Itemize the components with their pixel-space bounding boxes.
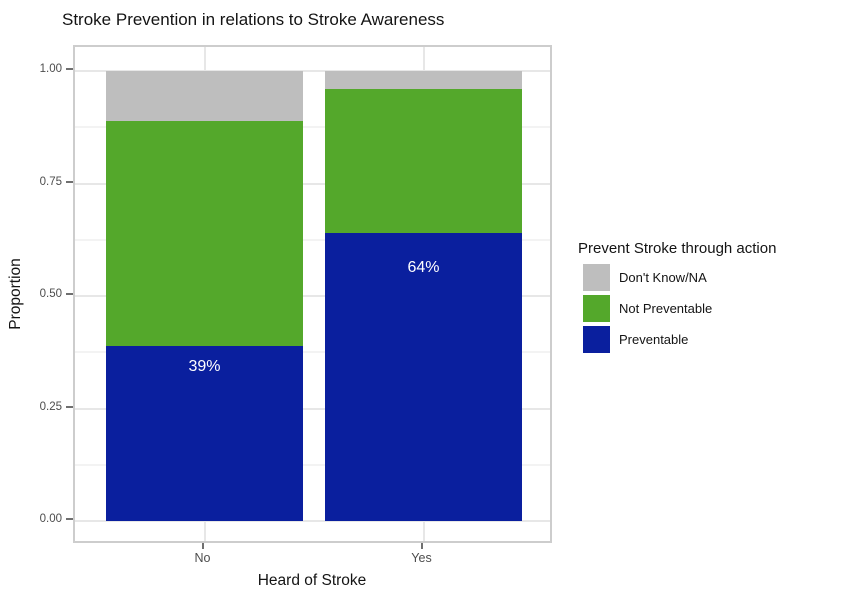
bar-value-label: 64% — [407, 258, 440, 276]
bar-segment-don-t-know-na — [106, 71, 303, 121]
legend-item-don-t-know-na: Don't Know/NA — [583, 264, 776, 291]
gridline-major — [75, 182, 550, 185]
y-axis-title: Proportion — [7, 258, 24, 330]
chart-title: Stroke Prevention in relations to Stroke… — [62, 10, 445, 29]
legend-key-not-preventable — [583, 295, 610, 322]
y-tick-mark — [66, 405, 73, 408]
y-tick-label: 0.25 — [39, 400, 62, 413]
bar-no — [106, 47, 303, 541]
y-tick-label: 0.00 — [39, 513, 62, 525]
legend-label-don-t-know-na: Don't Know/NA — [619, 270, 707, 285]
y-tick-mark — [66, 68, 73, 70]
y-tick-mark — [66, 518, 73, 520]
gridline-minor — [75, 463, 550, 466]
x-tick-label-no: No — [194, 551, 211, 565]
bar-segment-preventable — [325, 233, 522, 521]
gridline-minor — [75, 238, 550, 241]
y-tick-mark — [66, 293, 73, 295]
x-tick-label-yes: Yes — [411, 551, 432, 565]
y-tick-label: 1.00 — [39, 63, 62, 75]
legend-item-not-preventable: Not Preventable — [583, 295, 776, 322]
legend-item-preventable: Preventable — [583, 326, 776, 353]
x-tick-mark — [420, 543, 423, 549]
legend: Prevent Stroke through action Don't Know… — [578, 240, 776, 357]
gridline-major — [75, 407, 550, 410]
plot-panel: 39% 64% — [73, 45, 552, 543]
y-tick-label: 0.75 — [39, 175, 62, 188]
y-tick-label: 0.50 — [39, 288, 62, 300]
y-tick-mark — [66, 180, 73, 183]
legend-title: Prevent Stroke through action — [578, 240, 777, 257]
x-axis-title: Heard of Stroke — [257, 572, 367, 589]
gridline-major — [75, 520, 550, 522]
gridline-major — [75, 70, 550, 72]
gridline-minor — [75, 351, 550, 354]
bar-segment-not-preventable — [325, 89, 522, 233]
gridline-major — [75, 295, 550, 297]
gridline-minor — [75, 126, 550, 129]
legend-key-preventable — [583, 326, 610, 353]
legend-label-preventable: Preventable — [619, 332, 689, 347]
x-tick-mark — [201, 543, 204, 549]
bar-segment-preventable — [106, 345, 303, 521]
legend-items: Don't Know/NA Not Preventable Preventable — [578, 264, 776, 353]
bar-value-label: 39% — [188, 357, 221, 375]
legend-key-don-t-know-na — [583, 264, 610, 291]
legend-label-not-preventable: Not Preventable — [619, 301, 713, 316]
bar-segment-don-t-know-na — [325, 71, 522, 89]
bar-yes — [325, 47, 522, 541]
bar-segment-not-preventable — [106, 120, 303, 346]
